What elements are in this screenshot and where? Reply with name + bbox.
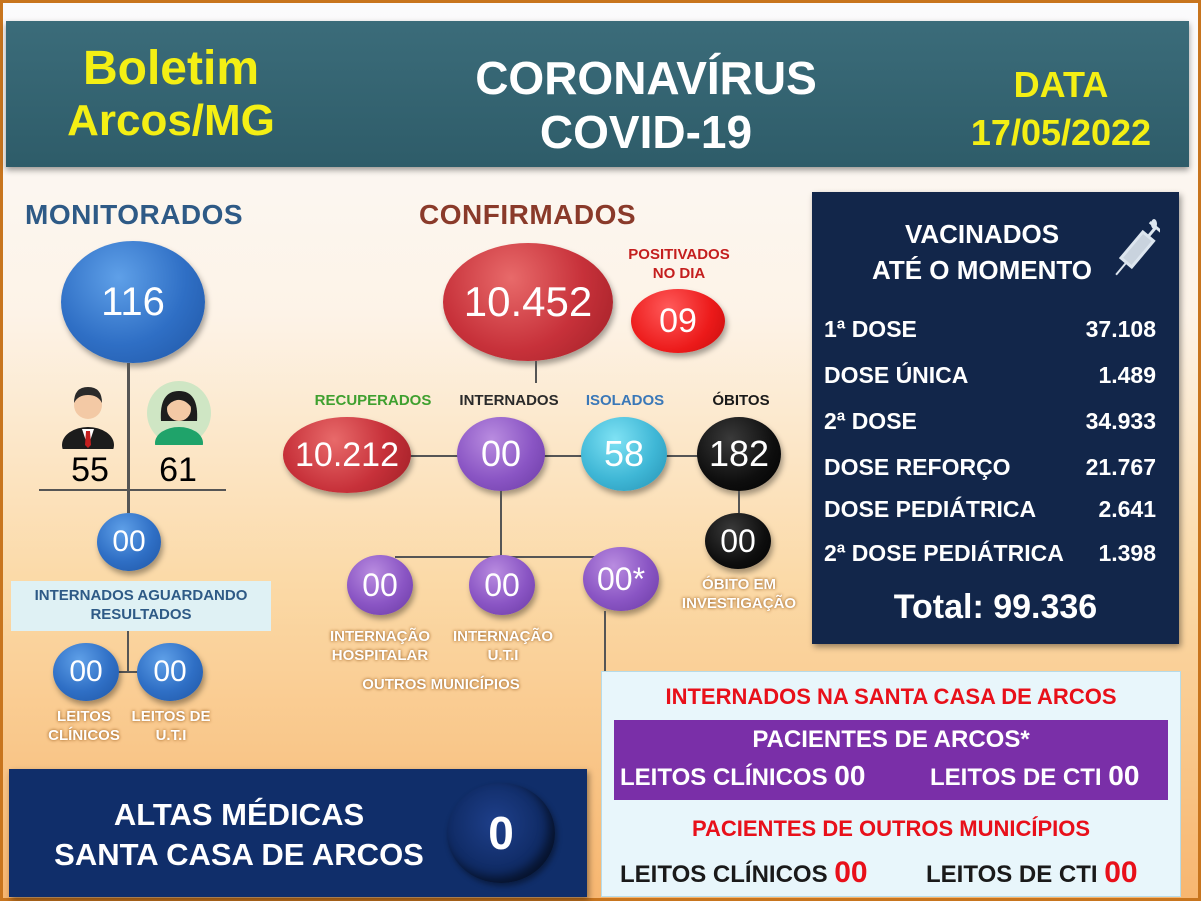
vac-row: DOSE REFORÇO 21.767 — [824, 454, 1156, 481]
obitos-ball: 182 — [697, 417, 781, 491]
recuperados-label: RECUPERADOS — [314, 392, 432, 409]
vacinados-panel: VACINADOS ATÉ O MOMENTO 1ª DOSE 37.108 DO… — [812, 192, 1179, 644]
recuperados-ball: 10.212 — [283, 417, 411, 493]
altas-line1: ALTAS MÉDICAS — [113, 797, 365, 832]
vac-row-label: 1ª DOSE — [824, 316, 917, 342]
connector-line — [83, 671, 173, 673]
leitos-cti-label: LEITOS DE CTI — [926, 861, 1098, 888]
male-person-icon — [60, 381, 116, 463]
connector-line — [535, 361, 537, 383]
internados-ball: 00 — [457, 417, 545, 491]
confirmados-total-ball: 10.452 — [443, 243, 613, 361]
city-label: Arcos/MG — [67, 96, 275, 145]
internados-label: INTERNADOS — [459, 392, 559, 409]
vac-row: 1ª DOSE 37.108 — [824, 316, 1156, 343]
internacao-uti-label: INTERNAÇÃO U.T.I — [453, 628, 553, 664]
header-city: Boletim Arcos/MG — [46, 43, 296, 147]
header-banner: Boletim Arcos/MG CORONAVÍRUS COVID-19 DA… — [6, 21, 1189, 167]
outros-cti-value: 00 — [1104, 856, 1138, 889]
date-value: 17/05/2022 — [970, 112, 1152, 153]
header-title: CORONAVÍRUS COVID-19 — [426, 51, 866, 159]
outros-clinicos-value: 00 — [834, 856, 868, 889]
altas-panel: ALTAS MÉDICAS SANTA CASA DE ARCOS 0 — [9, 769, 587, 897]
connector-line — [500, 491, 502, 557]
connector-line — [127, 363, 130, 513]
monitorados-title: MONITORADOS — [25, 199, 244, 230]
positivados-label: POSITIVADOS NO DIA — [628, 246, 730, 282]
isolados-label: ISOLADOS — [585, 392, 665, 409]
female-person-icon — [147, 381, 211, 459]
arcos-leitos-cti: LEITOS DE CTI 00 — [930, 760, 1139, 792]
internados-aguardando-label: INTERNADOS AGUARDANDO RESULTADOS — [11, 581, 271, 631]
outros-municipios-title: PACIENTES DE OUTROS MUNICÍPIOS — [691, 816, 1091, 841]
syringe-icon — [1112, 218, 1164, 284]
title-line2: COVID-19 — [539, 106, 753, 158]
altas-title: ALTAS MÉDICAS SANTA CASA DE ARCOS — [29, 795, 449, 875]
vac-row-value: 34.933 — [1085, 408, 1156, 434]
internacao-hospitalar-label: INTERNAÇÃO HOSPITALAR — [330, 628, 430, 664]
altas-value-ball: 0 — [447, 783, 555, 883]
internados-aguardando-ball: 00 — [97, 513, 161, 571]
leitos-uti-ball: 00 — [137, 643, 203, 701]
arcos-leitos-clinicos: LEITOS CLÍNICOS 00 — [620, 760, 865, 792]
leitos-clinicos-label: LEITOS CLÍNICOS — [620, 764, 828, 791]
leitos-clinicos-label: LEITOS CLÍNICOS — [620, 861, 828, 888]
outros-leitos-clinicos: LEITOS CLÍNICOS 00 — [620, 856, 868, 890]
vacinados-title-line1: VACINADOS — [904, 219, 1060, 249]
vac-row-value: 2.641 — [1098, 496, 1156, 522]
vac-row: 2ª DOSE 34.933 — [824, 408, 1156, 435]
vac-row-label: 2ª DOSE PEDIÁTRICA — [824, 540, 1064, 566]
outros-municipios-ball: 00* — [583, 547, 659, 611]
date-label: DATA — [1013, 64, 1109, 105]
female-count: 61 — [159, 451, 197, 489]
vac-row-value: 1.489 — [1098, 362, 1156, 388]
divider-line — [39, 489, 226, 491]
vac-row-label: DOSE REFORÇO — [824, 454, 1011, 480]
vac-row: DOSE ÚNICA 1.489 — [824, 362, 1156, 389]
santa-casa-panel: INTERNADOS NA SANTA CASA DE ARCOS PACIEN… — [601, 671, 1181, 897]
monitorados-total-ball: 116 — [61, 241, 205, 363]
arcos-cti-value: 00 — [1108, 760, 1140, 791]
header-date: DATA 17/05/2022 — [936, 61, 1186, 157]
vac-row-label: 2ª DOSE — [824, 408, 917, 434]
isolados-ball: 58 — [581, 417, 667, 491]
pacientes-arcos-box: PACIENTES DE ARCOS* LEITOS CLÍNICOS 00 L… — [614, 720, 1168, 800]
vac-row: 2ª DOSE PEDIÁTRICA 1.398 — [824, 540, 1156, 567]
outros-leitos-cti: LEITOS DE CTI 00 — [926, 856, 1138, 890]
vac-row-value: 1.398 — [1098, 540, 1156, 566]
leitos-clinicos-ball: 00 — [53, 643, 119, 701]
connector-line — [127, 631, 129, 673]
leitos-uti-label: LEITOS DE U.T.I — [131, 708, 211, 744]
boletim-label: Boletim — [82, 42, 259, 95]
vac-row-label: DOSE ÚNICA — [824, 362, 969, 388]
title-line1: CORONAVÍRUS — [475, 52, 817, 104]
leitos-clinicos-label: LEITOS CLÍNICOS — [48, 708, 120, 744]
vacinados-total: Total: 99.336 — [893, 588, 1098, 626]
vacinados-title: VACINADOS ATÉ O MOMENTO — [832, 216, 1132, 288]
vac-row-value: 37.108 — [1085, 316, 1156, 342]
internacao-uti-ball: 00 — [469, 555, 535, 615]
pacientes-arcos-title: PACIENTES DE ARCOS* — [752, 726, 1030, 753]
obito-investigacao-ball: 00 — [705, 513, 771, 569]
santa-casa-title: INTERNADOS NA SANTA CASA DE ARCOS — [665, 684, 1117, 709]
connector-line — [738, 491, 740, 513]
positivados-ball: 09 — [631, 289, 725, 353]
vacinados-title-line2: ATÉ O MOMENTO — [871, 255, 1093, 285]
vac-row-value: 21.767 — [1085, 454, 1156, 480]
obitos-label: ÓBITOS — [712, 392, 770, 409]
male-count: 55 — [71, 451, 109, 489]
obito-investigacao-label: ÓBITO EM INVESTIGAÇÃO — [681, 576, 797, 612]
vac-row-label: DOSE PEDIÁTRICA — [824, 496, 1037, 522]
arcos-clinicos-value: 00 — [834, 760, 866, 791]
confirmados-title: CONFIRMADOS — [419, 199, 637, 230]
outros-municipios-label: OUTROS MUNICÍPIOS — [362, 676, 520, 693]
altas-line2: SANTA CASA DE ARCOS — [54, 837, 424, 872]
internacao-hospitalar-ball: 00 — [347, 555, 413, 615]
connector-line — [409, 455, 699, 457]
leitos-cti-label: LEITOS DE CTI — [930, 764, 1102, 791]
vac-row: DOSE PEDIÁTRICA 2.641 — [824, 496, 1156, 523]
